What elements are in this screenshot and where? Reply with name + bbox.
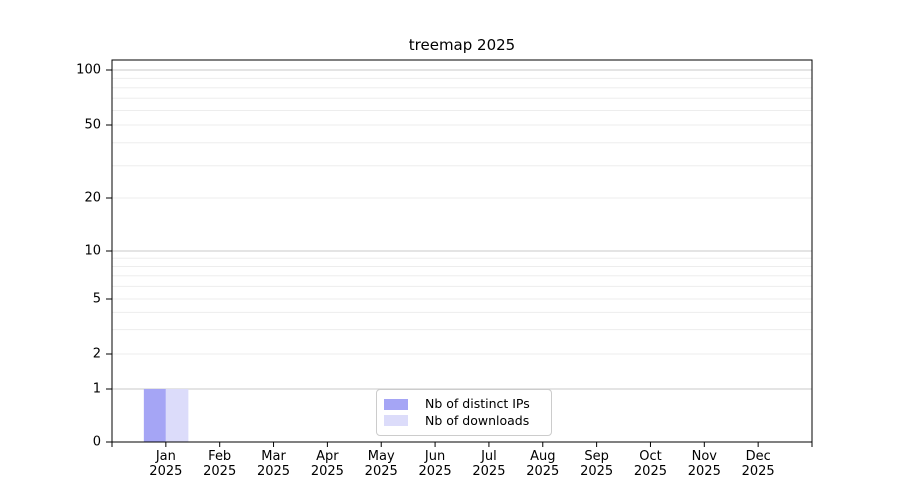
legend-swatch-distinct-ips <box>384 398 408 410</box>
x-tick-label-month: Jan <box>155 449 176 464</box>
legend-item-downloads: Nb of downloads <box>384 412 543 428</box>
bar-downloads <box>165 389 189 442</box>
legend-item-distinct-ips: Nb of distinct IPs <box>384 396 543 411</box>
x-tick-label-year: 2025 <box>311 464 344 479</box>
x-tick-label-month: May <box>368 449 395 464</box>
x-tick-label-year: 2025 <box>742 464 775 479</box>
legend: Nb of distinct IPs Nb of downloads <box>376 389 552 436</box>
legend-label-downloads: Nb of downloads <box>425 412 530 428</box>
x-tick-label-year: 2025 <box>688 464 721 479</box>
x-tick-label-year: 2025 <box>580 464 613 479</box>
x-tick-label-month: Oct <box>639 449 661 464</box>
x-tick-label-month: Sep <box>584 449 609 464</box>
y-tick-label: 5 <box>93 292 101 307</box>
x-tick-label-month: Dec <box>746 449 771 464</box>
x-tick-label-month: Aug <box>530 449 555 464</box>
x-tick-label-year: 2025 <box>365 464 398 479</box>
x-tick-label-year: 2025 <box>634 464 667 479</box>
y-tick-label: 20 <box>84 191 101 206</box>
x-tick-label-month: Apr <box>316 449 339 464</box>
legend-label-distinct-ips: Nb of distinct IPs <box>425 396 530 411</box>
x-tick-label-year: 2025 <box>472 464 505 479</box>
y-tick-label: 50 <box>84 118 101 133</box>
bar-distinct-ips <box>143 389 166 442</box>
y-tick-label: 10 <box>84 244 101 259</box>
x-tick-label-month: Feb <box>208 449 231 464</box>
y-tick-label: 2 <box>93 347 101 362</box>
x-tick-label-year: 2025 <box>149 464 182 479</box>
legend-swatch-downloads <box>384 415 408 427</box>
x-tick-label-month: Nov <box>692 449 718 464</box>
x-tick-label-year: 2025 <box>419 464 452 479</box>
x-tick-label-month: Mar <box>261 449 286 464</box>
y-tick-label: 1 <box>93 382 101 397</box>
y-tick-label: 100 <box>76 63 101 78</box>
y-tick-label: 0 <box>93 435 101 450</box>
x-tick-label-year: 2025 <box>203 464 236 479</box>
x-tick-label-year: 2025 <box>526 464 559 479</box>
x-tick-label-year: 2025 <box>257 464 290 479</box>
x-tick-label-month: Jun <box>424 449 445 464</box>
x-tick-label-month: Jul <box>480 449 497 464</box>
chart-title: treemap 2025 <box>408 36 516 54</box>
